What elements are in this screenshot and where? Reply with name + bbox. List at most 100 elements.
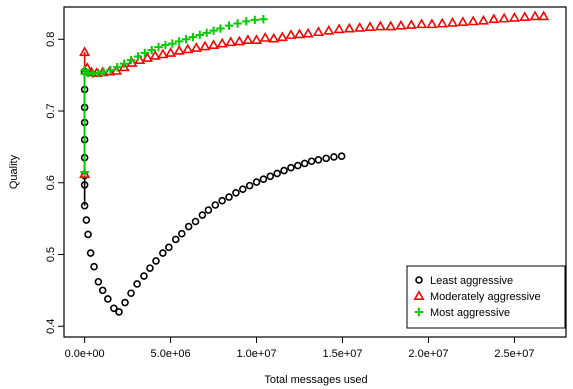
- data-point: [508, 11, 521, 22]
- x-tick-label: 5.0e+06: [151, 348, 191, 360]
- y-axis: 0.4 0.5 0.6 0.7 0.8: [45, 32, 64, 334]
- data-point: [199, 40, 211, 51]
- data-point: [174, 37, 184, 46]
- x-tick-label: 1.5e+07: [322, 348, 362, 360]
- data-point: [149, 49, 161, 60]
- data-point: [266, 172, 275, 181]
- data-point: [233, 19, 242, 28]
- data-point: [343, 22, 355, 33]
- data-point: [154, 42, 163, 52]
- legend-label: Moderately aggressive: [430, 291, 541, 303]
- data-point: [467, 15, 479, 26]
- data-point: [245, 181, 254, 190]
- data-point: [312, 26, 325, 37]
- data-point: [184, 222, 193, 231]
- legend-items: Least aggressive Moderately aggressive Mos…: [413, 275, 541, 319]
- y-axis-title: Quality: [8, 154, 20, 189]
- legend-marker: [413, 290, 425, 300]
- data-point: [141, 52, 153, 62]
- data-point: [232, 189, 240, 197]
- data-point: [233, 35, 245, 46]
- data-point: [146, 264, 154, 272]
- data-point: [314, 156, 323, 164]
- legend-marker: [415, 276, 423, 284]
- data-point: [171, 235, 180, 244]
- data-point: [80, 181, 89, 189]
- data-point: [133, 52, 143, 61]
- data-point: [242, 17, 251, 26]
- x-tick-label: 2.0e+07: [408, 348, 448, 360]
- y-tick-label: 0.8: [45, 32, 57, 47]
- data-point: [211, 201, 220, 209]
- data-point: [79, 46, 91, 57]
- data-point: [82, 216, 91, 224]
- x-axis-title: Total messages used: [264, 374, 367, 386]
- data-point: [519, 11, 531, 21]
- data-point: [225, 36, 237, 47]
- data-point: [177, 229, 186, 238]
- legend-marker: [414, 307, 424, 317]
- data-point: [173, 44, 185, 55]
- data-point: [98, 286, 107, 295]
- data-point: [250, 15, 260, 25]
- data-point: [224, 21, 234, 30]
- data-point: [80, 167, 89, 177]
- data-point: [446, 16, 459, 27]
- y-tick-label: 0.4: [45, 319, 57, 334]
- data-point: [322, 154, 330, 163]
- data-point: [165, 243, 173, 252]
- data-point: [330, 153, 338, 161]
- data-point: [188, 32, 198, 42]
- data-point: [113, 63, 122, 72]
- data-point: [294, 161, 302, 170]
- data-point: [126, 57, 138, 67]
- data-point: [300, 159, 309, 168]
- data-point: [364, 21, 376, 32]
- data-point: [498, 12, 510, 23]
- data-point: [140, 272, 148, 280]
- data-point: [84, 230, 92, 239]
- data-point: [405, 19, 417, 29]
- data-point: [354, 21, 366, 32]
- data-point: [238, 185, 247, 194]
- data-point: [159, 249, 167, 257]
- legend-box: [406, 265, 566, 329]
- data-point: [207, 39, 220, 49]
- data-point: [79, 168, 91, 179]
- series-least-aggressive: [80, 67, 346, 316]
- y-tick-label: 0.6: [45, 175, 57, 190]
- data-point: [133, 280, 141, 288]
- series-most-aggressive: [80, 14, 268, 177]
- data-point: [127, 289, 135, 298]
- data-point: [529, 10, 541, 21]
- data-point: [268, 32, 280, 43]
- data-point: [118, 61, 130, 72]
- data-point: [126, 55, 136, 65]
- data-point: [252, 178, 261, 186]
- data-point: [99, 68, 108, 77]
- data-point: [333, 23, 345, 34]
- data-point: [250, 34, 263, 44]
- data-point: [216, 37, 228, 48]
- data-point: [218, 196, 226, 205]
- data-point: [488, 13, 500, 24]
- data-point: [147, 45, 156, 55]
- data-point: [302, 27, 314, 38]
- x-tick-label: 0.0e+00: [65, 348, 105, 360]
- data-point: [86, 249, 95, 257]
- data-point: [157, 48, 169, 59]
- data-point: [457, 16, 469, 27]
- plot-frame: [63, 6, 567, 338]
- data-point: [436, 17, 448, 28]
- y-tick-label: 0.7: [45, 103, 57, 118]
- data-point: [115, 308, 123, 316]
- data-point: [242, 34, 254, 44]
- data-point: [191, 217, 200, 226]
- data-point: [190, 42, 202, 52]
- data-point: [259, 14, 268, 24]
- data-point: [80, 201, 89, 210]
- data-point: [181, 35, 191, 44]
- series-layer: [79, 10, 550, 316]
- data-point: [259, 32, 271, 42]
- data-point: [195, 30, 205, 40]
